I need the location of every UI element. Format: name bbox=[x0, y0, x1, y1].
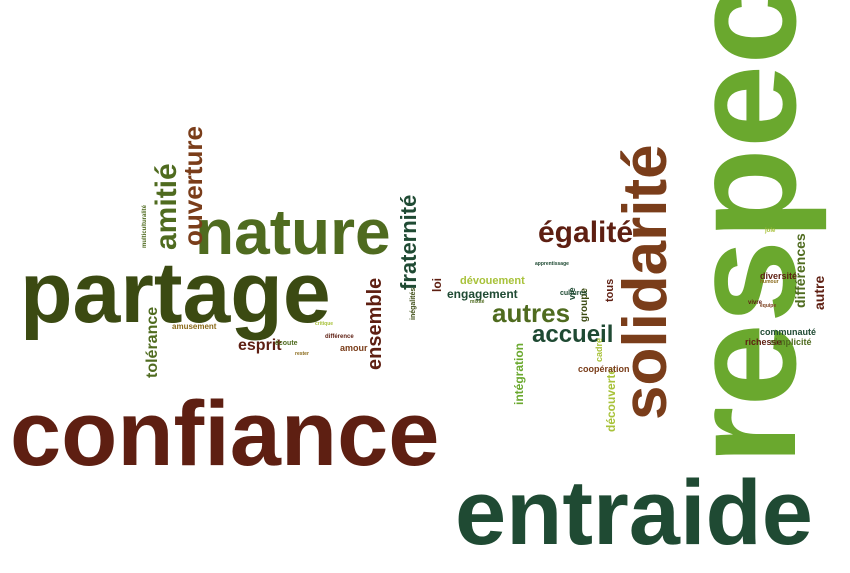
word-partage: partage bbox=[20, 245, 331, 341]
word-cooperation: coopération bbox=[578, 364, 630, 374]
word-ouverture: ouverture bbox=[178, 126, 208, 246]
word-confiance: confiance bbox=[10, 383, 440, 485]
word-engagement: engagement bbox=[447, 287, 518, 301]
word-mixite: mixité bbox=[470, 299, 485, 305]
word-communaute: communauté bbox=[760, 327, 817, 337]
word-diversite: diversité bbox=[760, 271, 798, 281]
word-esprit: esprit bbox=[238, 337, 282, 354]
word-cadre: cadre bbox=[594, 337, 604, 362]
word-multiculturalite: multiculturalité bbox=[142, 204, 148, 248]
word-critique: critique bbox=[315, 321, 334, 327]
word-tolerance: tolérance bbox=[144, 306, 161, 378]
word-egalite: égalité bbox=[538, 216, 634, 249]
word-equipe: équipe bbox=[760, 303, 777, 309]
word-tous: tous bbox=[604, 278, 616, 302]
word-accueil: accueil bbox=[532, 321, 614, 348]
word-autres: autres bbox=[492, 298, 571, 328]
word-amour: amour bbox=[340, 343, 368, 353]
word-autre: autre bbox=[811, 275, 827, 310]
word-difference: différence bbox=[325, 334, 354, 340]
word-humour: humour bbox=[760, 279, 779, 285]
word-inegalites: inégalités bbox=[410, 287, 417, 320]
word-amusement: amusement bbox=[172, 322, 217, 331]
word-decouverte: découverte bbox=[604, 367, 618, 432]
word-cultures: cultures bbox=[560, 290, 588, 297]
word-devouement: dévouement bbox=[460, 275, 525, 287]
word-loi: loi bbox=[430, 278, 444, 292]
word-apprentissage: apprentissage bbox=[535, 261, 569, 267]
word-ensemble: ensemble bbox=[364, 277, 386, 370]
word-fraternite: fraternité bbox=[396, 194, 421, 290]
word-ecoute: écoute bbox=[275, 340, 298, 347]
word-vivre: vivre bbox=[748, 300, 763, 306]
word-integration: intégration bbox=[512, 343, 526, 405]
word-solidarite: solidarité bbox=[611, 144, 680, 420]
word-simplicite: simplicité bbox=[770, 337, 812, 347]
word-richesse: richesse bbox=[745, 337, 782, 347]
word-entraide: entraide bbox=[455, 462, 813, 564]
word-rester: rester bbox=[295, 351, 309, 357]
word-nature: nature bbox=[195, 196, 391, 268]
word-joie: joie bbox=[765, 228, 776, 234]
